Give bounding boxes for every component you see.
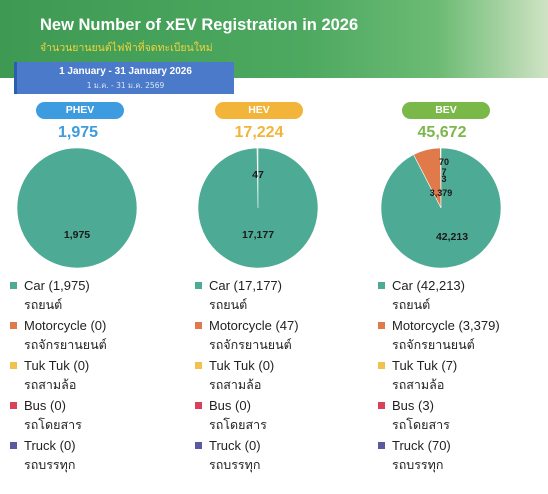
legend-swatch	[10, 281, 17, 289]
hev-legend-motorcycle: Motorcycle (47) รถจักรยานยนต์	[195, 315, 365, 355]
bev-legend-motorcycle: Motorcycle (3,379) รถจักรยานยนต์	[378, 315, 548, 355]
phev-legend-bus: Bus (0) รถโดยสาร	[10, 395, 180, 435]
bev-label-bus: 3	[441, 174, 446, 184]
legend-swatch	[378, 441, 385, 449]
bev-legend-tuk-tuk: Tuk Tuk (7) รถสามล้อ	[378, 355, 548, 395]
legend-label-th: รถโดยสาร	[209, 417, 267, 432]
legend-label-th: รถโดยสาร	[392, 417, 450, 432]
legend-swatch	[10, 361, 17, 369]
hev-legend-bus: Bus (0) รถโดยสาร	[195, 395, 365, 435]
hev-legend-tuk-tuk: Tuk Tuk (0) รถสามล้อ	[195, 355, 365, 395]
legend-label-en: Car (1,975)	[24, 277, 90, 293]
bev-legend: Car (42,213) รถยนต์ Motorcycle (3,379) รถจั…	[378, 275, 548, 475]
legend-label-en: Tuk Tuk (0)	[209, 357, 275, 373]
bev-legend-truck: Truck (70) รถบรรทุก	[378, 435, 548, 475]
phev-legend-truck: Truck (0) รถบรรทุก	[10, 435, 180, 475]
date-range-band: 1 January - 31 January 2026 1 ม.ค. - 31 …	[14, 62, 234, 94]
legend-label-th: รถบรรทุก	[24, 457, 76, 472]
bev-label-car: 42,213	[436, 231, 468, 243]
legend-swatch	[195, 441, 202, 449]
legend-label-th: รถบรรทุก	[209, 457, 261, 472]
phev-pill: PHEV	[36, 102, 124, 119]
legend-label-th: รถยนต์	[209, 297, 248, 312]
hev-pill: HEV	[215, 102, 303, 119]
phev-legend: Car (1,975) รถยนต์ Motorcycle (0) รถจักรยาน…	[10, 275, 180, 475]
page-subtitle: จำนวนยานยนต์ไฟฟ้าที่จดทะเบียนใหม่	[40, 42, 213, 54]
legend-label-th: รถจักรยานยนต์	[392, 337, 475, 352]
hev-label-motorcycle: 47	[252, 169, 264, 181]
hev-legend-car: Car (17,177) รถยนต์	[195, 275, 365, 315]
hev-label-car: 17,177	[242, 229, 274, 241]
legend-label-en: Truck (0)	[209, 437, 261, 453]
phev-total: 1,975	[57, 124, 99, 141]
legend-label-en: Bus (3)	[392, 397, 434, 413]
legend-swatch	[378, 401, 385, 409]
phev-legend-tuk-tuk: Tuk Tuk (0) รถสามล้อ	[10, 355, 180, 395]
hev-legend-truck: Truck (0) รถบรรทุก	[195, 435, 365, 475]
legend-swatch	[378, 361, 385, 369]
phev-legend-motorcycle: Motorcycle (0) รถจักรยานยนต์	[10, 315, 180, 355]
date-range-en: 1 January - 31 January 2026	[59, 66, 192, 77]
legend-label-en: Bus (0)	[209, 397, 251, 413]
legend-swatch	[195, 321, 202, 329]
legend-label-th: รถจักรยานยนต์	[209, 337, 292, 352]
date-range-th: 1 ม.ค. - 31 ม.ค. 2569	[86, 81, 165, 90]
legend-label-th: รถจักรยานยนต์	[24, 337, 107, 352]
legend-label-th: รถบรรทุก	[392, 457, 444, 472]
bev-pill: BEV	[402, 102, 490, 119]
legend-label-th: รถยนต์	[24, 297, 63, 312]
page-title: New Number of xEV Registration in 2026	[40, 16, 359, 34]
legend-label-th: รถยนต์	[392, 297, 431, 312]
bev-slice-car	[380, 147, 502, 269]
legend-label-en: Tuk Tuk (7)	[392, 357, 458, 373]
legend-label-th: รถสามล้อ	[392, 377, 445, 392]
legend-label-en: Motorcycle (0)	[24, 317, 107, 333]
legend-label-th: รถโดยสาร	[24, 417, 82, 432]
hev-slice-car	[197, 147, 319, 269]
bev-legend-bus: Bus (3) รถโดยสาร	[378, 395, 548, 435]
legend-swatch	[195, 281, 202, 289]
legend-swatch	[378, 281, 385, 289]
legend-swatch	[195, 401, 202, 409]
legend-swatch	[195, 361, 202, 369]
legend-label-en: Bus (0)	[24, 397, 66, 413]
legend-swatch	[378, 321, 385, 329]
bev-label-truck: 70	[439, 157, 449, 167]
legend-swatch	[10, 321, 17, 329]
legend-label-en: Motorcycle (47)	[209, 317, 299, 333]
bev-legend-car: Car (42,213) รถยนต์	[378, 275, 548, 315]
bev-total: 45,672	[417, 124, 467, 141]
legend-swatch	[10, 401, 17, 409]
legend-label-en: Car (42,213)	[392, 277, 465, 293]
legend-swatch	[10, 441, 17, 449]
phev-legend-car: Car (1,975) รถยนต์	[10, 275, 180, 315]
legend-label-th: รถสามล้อ	[24, 377, 77, 392]
legend-label-en: Motorcycle (3,379)	[392, 317, 500, 333]
legend-label-en: Car (17,177)	[209, 277, 282, 293]
legend-label-en: Truck (0)	[24, 437, 76, 453]
legend-label-th: รถสามล้อ	[209, 377, 262, 392]
bev-label-tuk-tuk: 7	[441, 167, 446, 177]
phev-slice-car	[16, 147, 138, 269]
phev-label-car: 1,975	[64, 229, 90, 241]
legend-label-en: Tuk Tuk (0)	[24, 357, 90, 373]
legend-label-en: Truck (70)	[392, 437, 451, 453]
bev-label-motorcycle: 3,379	[430, 188, 453, 198]
hev-legend: Car (17,177) รถยนต์ Motorcycle (47) รถจักรย…	[195, 275, 365, 475]
hev-total: 17,224	[234, 124, 284, 141]
